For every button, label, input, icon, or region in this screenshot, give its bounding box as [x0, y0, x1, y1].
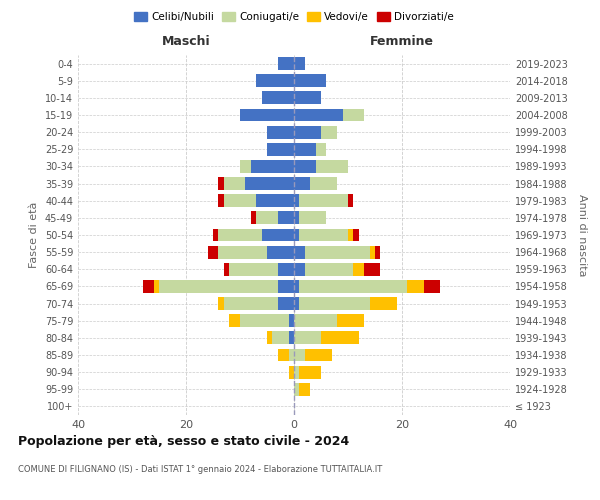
Bar	[159, 280, 278, 293]
Bar	[278, 263, 294, 276]
Bar	[294, 314, 337, 327]
Bar	[305, 263, 353, 276]
Bar	[294, 212, 299, 224]
Bar	[294, 74, 326, 87]
Bar	[316, 143, 326, 156]
Bar	[294, 332, 321, 344]
Bar	[364, 263, 380, 276]
Bar	[337, 314, 364, 327]
Bar	[305, 246, 370, 258]
Bar	[278, 297, 294, 310]
Bar	[407, 280, 424, 293]
Bar	[310, 177, 337, 190]
Bar	[267, 246, 294, 258]
Bar	[294, 246, 305, 258]
Bar	[353, 228, 359, 241]
Bar	[294, 160, 316, 173]
Bar	[294, 57, 305, 70]
Bar	[294, 228, 299, 241]
Bar	[375, 246, 380, 258]
Bar	[208, 246, 218, 258]
Bar	[218, 194, 224, 207]
Bar	[218, 297, 224, 310]
Bar	[343, 108, 364, 122]
Bar	[278, 57, 294, 70]
Bar	[294, 348, 305, 362]
Bar	[262, 228, 294, 241]
Bar	[267, 126, 294, 138]
Bar	[321, 126, 337, 138]
Bar	[289, 348, 294, 362]
Bar	[289, 332, 294, 344]
Bar	[294, 143, 316, 156]
Bar	[294, 263, 305, 276]
Bar	[218, 246, 267, 258]
Bar	[305, 348, 332, 362]
Bar	[294, 383, 299, 396]
Bar	[251, 160, 294, 173]
Bar	[299, 194, 348, 207]
Bar	[240, 108, 294, 122]
Legend: Celibi/Nubili, Coniugati/e, Vedovi/e, Divorziati/e: Celibi/Nubili, Coniugati/e, Vedovi/e, Di…	[130, 8, 458, 26]
Bar	[262, 92, 294, 104]
Bar	[218, 228, 262, 241]
Text: Popolazione per età, sesso e stato civile - 2024: Popolazione per età, sesso e stato civil…	[18, 435, 349, 448]
Bar	[321, 332, 359, 344]
Bar	[299, 228, 348, 241]
Bar	[224, 297, 278, 310]
Text: Maschi: Maschi	[161, 35, 211, 48]
Bar	[299, 366, 321, 378]
Bar	[272, 332, 289, 344]
Bar	[294, 194, 299, 207]
Bar	[294, 366, 299, 378]
Bar	[299, 297, 370, 310]
Bar	[154, 280, 159, 293]
Bar	[256, 74, 294, 87]
Bar	[353, 263, 364, 276]
Bar	[294, 126, 321, 138]
Bar	[143, 280, 154, 293]
Y-axis label: Anni di nascita: Anni di nascita	[577, 194, 587, 276]
Bar	[267, 143, 294, 156]
Bar	[299, 280, 407, 293]
Bar	[289, 314, 294, 327]
Bar	[370, 246, 375, 258]
Bar	[294, 280, 299, 293]
Bar	[224, 194, 256, 207]
Bar	[251, 212, 256, 224]
Bar	[224, 177, 245, 190]
Bar	[213, 228, 218, 241]
Text: COMUNE DI FILIGNANO (IS) - Dati ISTAT 1° gennaio 2024 - Elaborazione TUTTAITALIA: COMUNE DI FILIGNANO (IS) - Dati ISTAT 1°…	[18, 465, 382, 474]
Bar	[294, 297, 299, 310]
Bar	[294, 108, 343, 122]
Bar	[299, 212, 326, 224]
Bar	[229, 263, 278, 276]
Bar	[256, 194, 294, 207]
Bar	[299, 383, 310, 396]
Bar	[256, 212, 278, 224]
Bar	[240, 160, 251, 173]
Bar	[278, 280, 294, 293]
Bar	[229, 314, 240, 327]
Bar	[289, 366, 294, 378]
Bar	[348, 194, 353, 207]
Bar	[370, 297, 397, 310]
Bar	[267, 332, 272, 344]
Bar	[348, 228, 353, 241]
Text: Femmine: Femmine	[370, 35, 434, 48]
Bar	[224, 263, 229, 276]
Bar	[424, 280, 440, 293]
Bar	[278, 348, 289, 362]
Bar	[294, 92, 321, 104]
Bar	[316, 160, 348, 173]
Bar	[240, 314, 289, 327]
Bar	[245, 177, 294, 190]
Bar	[278, 212, 294, 224]
Bar	[218, 177, 224, 190]
Bar	[294, 177, 310, 190]
Y-axis label: Fasce di età: Fasce di età	[29, 202, 39, 268]
